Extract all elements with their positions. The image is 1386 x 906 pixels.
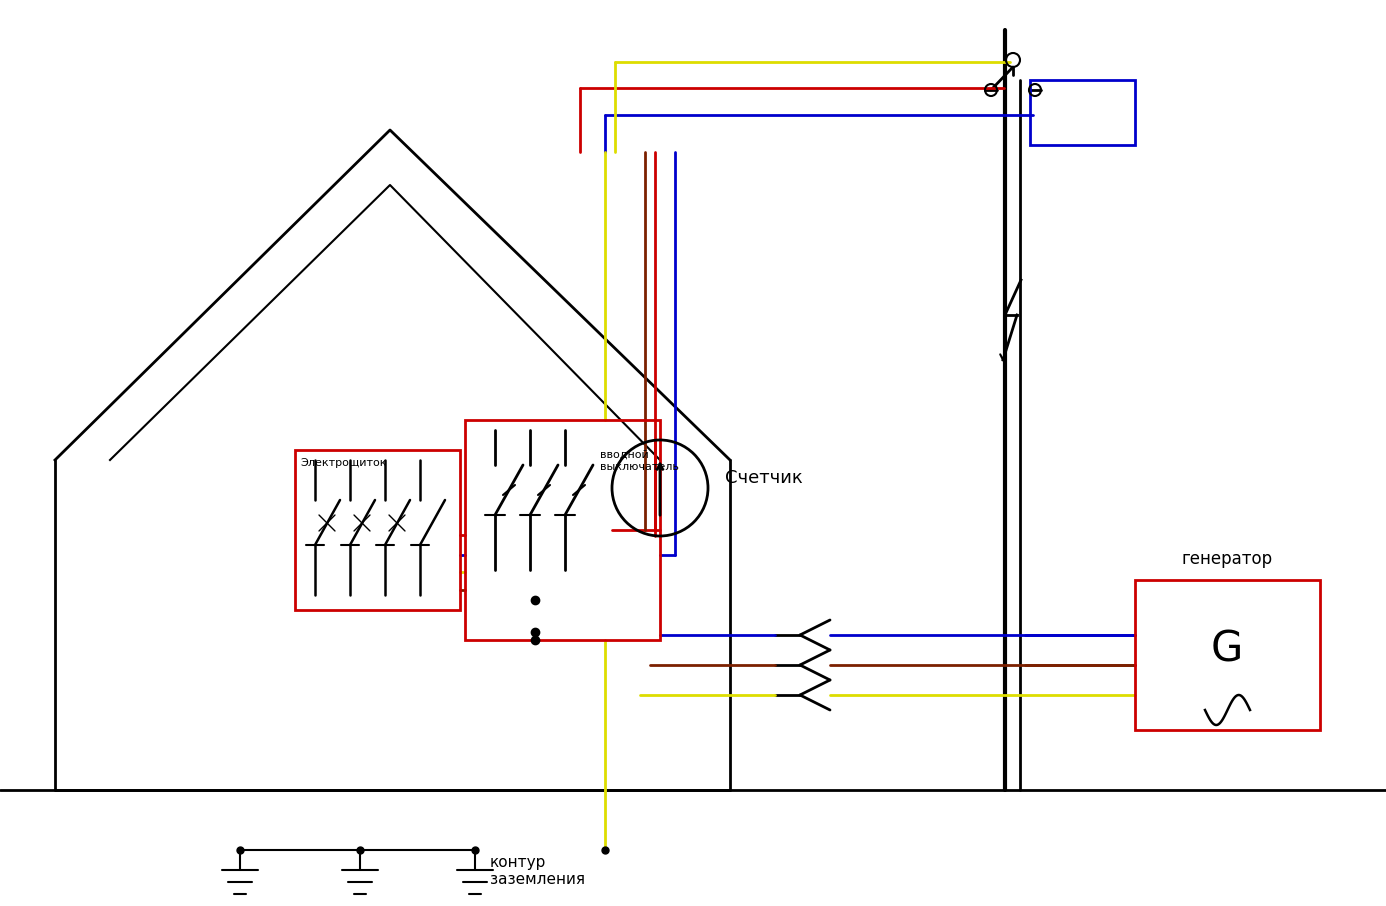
Text: G: G <box>1211 629 1243 671</box>
Bar <box>295 450 460 610</box>
Text: Электрощиток: Электрощиток <box>299 458 387 468</box>
Bar <box>1030 80 1135 145</box>
Text: вводной
выключатель: вводной выключатель <box>600 450 679 472</box>
Text: контур
заземления: контур заземления <box>491 855 585 887</box>
Bar <box>1135 580 1319 730</box>
Bar <box>464 420 660 640</box>
Text: Счетчик: Счетчик <box>725 469 802 487</box>
Text: генератор: генератор <box>1181 550 1272 568</box>
